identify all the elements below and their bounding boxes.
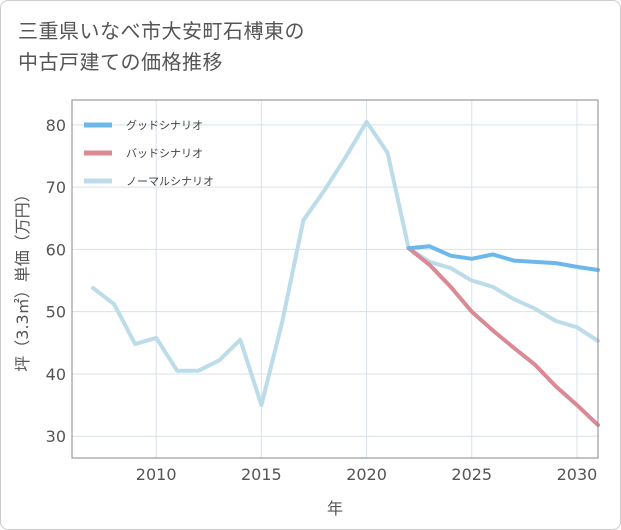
series-line-1: [406, 246, 600, 427]
x-tick-label: 2025: [451, 465, 492, 484]
y-tick-label: 80: [46, 116, 66, 135]
plot-border: [71, 99, 599, 459]
plot-area: [71, 99, 599, 459]
y-tick-label: 60: [46, 240, 66, 259]
y-tick-label: 30: [46, 427, 66, 446]
x-tick-label: 2020: [346, 465, 387, 484]
x-axis-ticks: 2010 2015 2020 2025 2030: [136, 465, 598, 484]
y-tick-label: 40: [46, 365, 66, 384]
series-line-2: [91, 119, 600, 408]
chart-title: 三重県いなべ市大安町石榑東の 中古戸建ての価格推移: [18, 19, 305, 74]
x-axis-label: 年: [327, 499, 343, 518]
y-axis-label: 坪（3.3㎡）単価（万円）: [13, 186, 32, 371]
legend-label-1[interactable]: バッドシナリオ: [126, 147, 203, 160]
x-tick-label: 2030: [557, 465, 598, 484]
series-layer: [91, 119, 600, 427]
legend-label-0[interactable]: グッドシナリオ: [126, 118, 203, 132]
legend-label-2[interactable]: ノーマルシナリオ: [126, 175, 214, 188]
y-tick-label: 50: [46, 303, 66, 322]
y-tick-label: 70: [46, 178, 66, 197]
x-tick-label: 2010: [136, 465, 177, 484]
y-axis-ticks: 30 40 50 60 70 80: [46, 116, 66, 446]
x-tick-label: 2015: [241, 465, 282, 484]
series-line-0: [406, 244, 600, 272]
